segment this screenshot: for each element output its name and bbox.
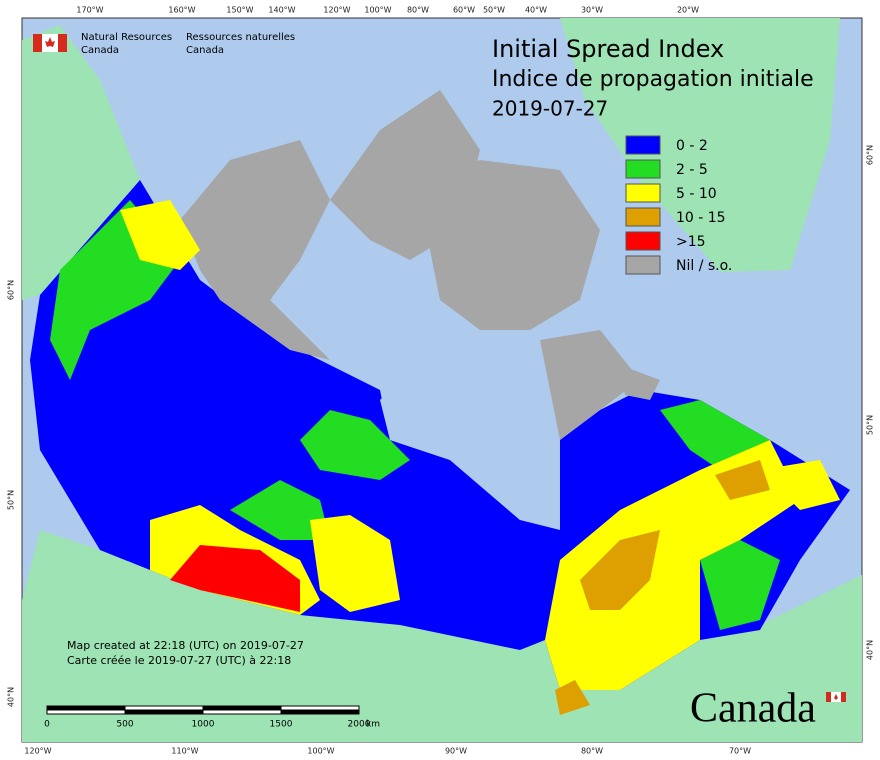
legend-label: >15 (676, 234, 706, 250)
graticule-label: 100°W (307, 747, 334, 756)
legend-swatch (625, 255, 661, 275)
land-other (22, 18, 862, 742)
graticule-label: 40°W (525, 6, 547, 15)
wordmark: Canada (690, 686, 816, 732)
legend-swatch (625, 159, 661, 179)
logo-text: Canada (186, 45, 224, 56)
legend-label: 10 - 15 (676, 210, 726, 226)
legend-swatch (625, 207, 661, 227)
graticule-label: 120°W (323, 6, 350, 15)
title: Indice de propagation initiale (492, 67, 814, 92)
graticule-label: 50°N (866, 415, 875, 435)
logo-text: Ressources naturelles (186, 32, 295, 43)
graticule-label: 150°W (226, 6, 253, 15)
graticule-label: 70°W (729, 747, 751, 756)
graticule-label: 40°N (7, 687, 16, 707)
legend-label: 5 - 10 (676, 186, 717, 202)
graticule-label: 50°N (7, 490, 16, 510)
title: 2019-07-27 (492, 97, 608, 121)
graticule-label: 120°W (24, 747, 51, 756)
legend-label: 2 - 5 (676, 162, 708, 178)
graticule-label: 170°W (76, 6, 103, 15)
scale-label: 1500 (270, 720, 293, 730)
legend-swatch (625, 231, 661, 251)
graticule-label: 60°N (7, 280, 16, 300)
scale-label: 500 (116, 720, 133, 730)
legend-label: 0 - 2 (676, 138, 708, 154)
legend-label: Nil / s.o. (676, 258, 732, 274)
scale-label: 1000 (192, 720, 215, 730)
graticule-label: 100°W (364, 6, 391, 15)
scale-label: 0 (44, 720, 50, 730)
graticule-label: 40°N (866, 640, 875, 660)
graticule-label: 140°W (268, 6, 295, 15)
scale-unit: km (366, 720, 380, 730)
graticule-label: 110°W (171, 747, 198, 756)
title: Initial Spread Index (492, 35, 724, 63)
region-nil (180, 90, 660, 440)
scale-label: 2000 (348, 720, 371, 730)
credit: Map created at 22:18 (UTC) on 2019-07-27 (67, 639, 304, 652)
scale-bar (46, 705, 360, 715)
legend-swatch (625, 135, 661, 155)
flag-logo (33, 34, 846, 702)
credit: Carte créée le 2019-07-27 (UTC) à 22:18 (67, 654, 291, 667)
graticule-label: 30°W (581, 6, 603, 15)
legend-swatch (625, 183, 661, 203)
region-very-high (555, 460, 770, 715)
graticule-label: 20°W (677, 6, 699, 15)
graticule-label: 60°W (453, 6, 475, 15)
graticule-label: 160°W (168, 6, 195, 15)
graticule-label: 80°W (581, 747, 603, 756)
graticule-label: 60°N (866, 145, 875, 165)
region-extreme (170, 545, 300, 612)
logo-text: Canada (81, 45, 119, 56)
hudson-bay (380, 350, 560, 520)
graticule-label: 50°W (483, 6, 505, 15)
graticule-label: 80°W (407, 6, 429, 15)
logo-text: Natural Resources (81, 32, 172, 43)
graticule-label: 90°W (445, 747, 467, 756)
